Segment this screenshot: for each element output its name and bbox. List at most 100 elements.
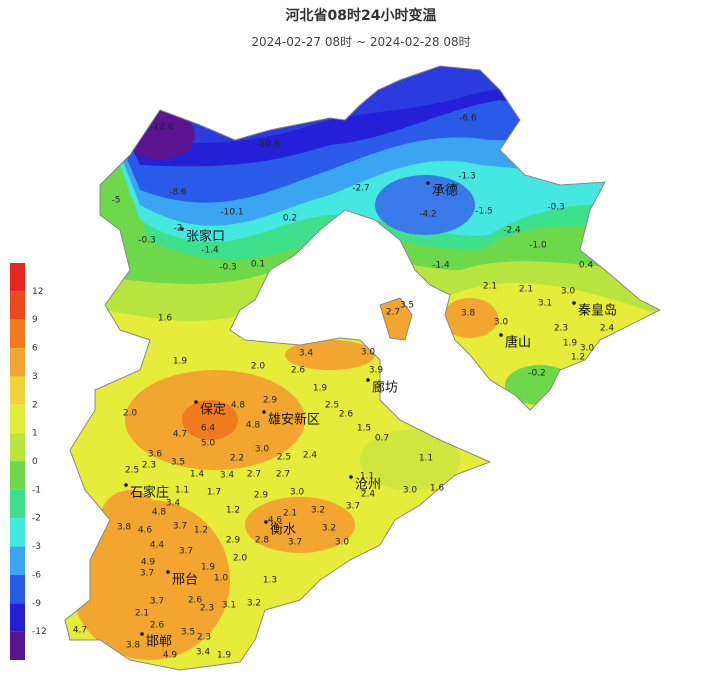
city-dot	[194, 400, 198, 404]
station-value: 1.2	[194, 526, 208, 536]
legend-label: 2	[32, 400, 38, 410]
station-value: -8.6	[169, 188, 187, 198]
station-value: 1.1	[360, 472, 374, 482]
station-value: 1.9	[313, 384, 328, 394]
station-value: 2.5	[277, 453, 291, 463]
city-name: 雄安新区	[268, 412, 320, 428]
station-value: 3.4	[299, 349, 314, 359]
station-value: 0.2	[283, 214, 297, 224]
station-value: 1.9	[563, 339, 578, 349]
station-value: 0.7	[375, 434, 389, 444]
city-dot	[262, 410, 266, 414]
station-value: 3.5	[171, 458, 185, 468]
station-value: 2.4	[361, 490, 376, 500]
city-name: 承德	[432, 184, 458, 199]
legend-label: 9	[32, 315, 38, 325]
legend: 12 9 6 3 2 1 0 -1 -2 -3 -6 -9 -12	[10, 263, 47, 660]
station-value: 3.1	[222, 601, 236, 611]
station-value: 1.6	[430, 484, 445, 494]
station-value: 2.1	[135, 609, 149, 619]
station-value: 3.7	[179, 547, 193, 557]
city-dot	[426, 181, 430, 185]
station-value: -0.3	[219, 263, 237, 273]
legend-label: -12	[32, 627, 47, 637]
station-value: 6.4	[201, 424, 216, 434]
city-name: 秦皇岛	[578, 303, 617, 319]
city-dot	[140, 632, 144, 636]
station-value: 2.3	[142, 461, 156, 471]
legend-swatch	[10, 546, 25, 575]
station-value: 3.0	[290, 488, 305, 498]
station-value: 3.2	[247, 599, 261, 609]
legend-label: -3	[32, 542, 41, 552]
legend-swatch	[10, 574, 25, 604]
city-name: 衡水	[270, 523, 296, 538]
city-dot	[166, 570, 170, 574]
station-value: 2.6	[339, 410, 354, 420]
station-value: 4.8	[231, 401, 246, 411]
station-value: 1.9	[201, 563, 216, 573]
station-value: 3.8	[126, 641, 141, 651]
station-value: 2.8	[255, 536, 270, 546]
legend-swatch	[10, 319, 25, 349]
title: 河北省08时24小时变温	[286, 7, 437, 24]
station-value: 1.3	[263, 576, 277, 586]
station-value: 4.7	[173, 430, 187, 440]
station-value: 4.6	[268, 516, 283, 526]
station-value: 3.7	[288, 538, 302, 548]
legend-label: -2	[32, 514, 41, 524]
station-value: 2.9	[263, 396, 278, 406]
station-value: -10.9	[256, 140, 280, 150]
station-value: 3.1	[538, 299, 552, 309]
station-value: -12.6	[150, 123, 174, 133]
station-value: 3.4	[166, 499, 181, 509]
station-value: 4.4	[150, 541, 165, 551]
station-value: 3.7	[140, 569, 154, 579]
legend-label: -1	[32, 485, 41, 495]
city-dot	[572, 301, 576, 305]
legend-label: 12	[32, 287, 43, 297]
legend-label: 1	[32, 429, 38, 439]
station-value: 3.8	[117, 523, 132, 533]
city-dot	[124, 483, 128, 487]
station-value: 2.7	[386, 308, 400, 318]
station-value: 3.5	[400, 301, 414, 311]
legend-swatch	[10, 291, 25, 320]
station-value: -6.6	[459, 114, 477, 124]
station-value: 3.0	[580, 344, 595, 354]
legend-swatch	[10, 461, 25, 490]
city-name: 廊坊	[372, 380, 398, 396]
legend-swatch	[10, 489, 25, 519]
station-value: 4.9	[163, 651, 178, 661]
station-value: 1.2	[226, 506, 240, 516]
station-value: 3.7	[150, 597, 164, 607]
station-value: 2.4	[303, 451, 318, 461]
station-value: 3.0	[494, 318, 509, 328]
station-value: 3.9	[369, 366, 384, 376]
station-value: 1.1	[419, 454, 433, 464]
station-value: 3.0	[561, 287, 576, 297]
station-value: 3.2	[311, 506, 325, 516]
station-value: -2.7	[352, 184, 370, 194]
legend-swatch	[10, 263, 25, 292]
city-dot	[264, 520, 268, 524]
city-name: 邯郸	[146, 635, 172, 650]
station-value: 2.9	[254, 491, 269, 501]
station-value: -2.4	[503, 226, 521, 236]
station-value: 3.0	[361, 348, 376, 358]
station-value: 3.8	[461, 309, 476, 319]
city-dot	[366, 378, 370, 382]
station-value: 2.0	[251, 362, 266, 372]
city-name: 张家口	[186, 229, 225, 245]
station-value: 1.6	[158, 314, 173, 324]
station-value: 4.8	[152, 508, 167, 518]
city-dot	[349, 475, 353, 479]
station-value: -0.3	[547, 203, 565, 213]
station-value: -0.2	[528, 369, 546, 379]
legend-label: -6	[32, 570, 41, 580]
station-value: 2.6	[188, 596, 203, 606]
station-value: 1.2	[571, 353, 585, 363]
city-name: 石家庄	[130, 485, 169, 501]
